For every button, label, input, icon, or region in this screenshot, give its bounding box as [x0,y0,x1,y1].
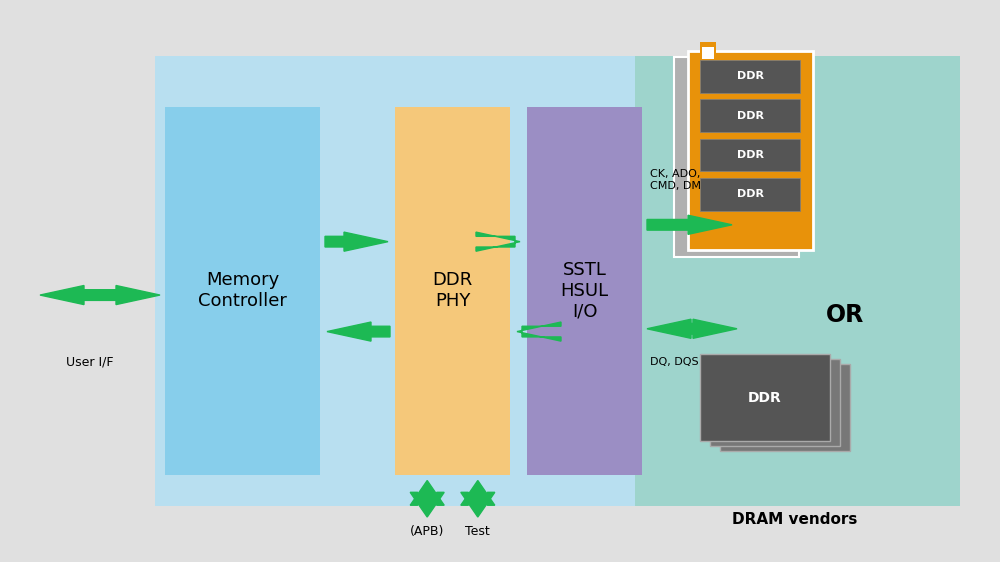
FancyArrow shape [461,481,495,505]
Bar [155,56,680,506]
Bar [702,47,714,59]
FancyArrow shape [517,322,561,341]
FancyArrow shape [647,215,732,234]
Bar [674,57,799,257]
Bar [710,359,840,446]
Text: DDR: DDR [748,391,782,405]
Text: SSTL
HSUL
I/O: SSTL HSUL I/O [560,261,609,321]
FancyArrow shape [410,481,444,505]
Text: User I/F: User I/F [66,356,114,369]
FancyArrow shape [410,492,444,517]
Text: DDR: DDR [737,150,764,160]
Bar [165,107,320,475]
Bar [700,178,800,211]
FancyArrow shape [692,319,737,338]
FancyArrow shape [100,285,160,305]
Text: CK, ADO,
CMD, DM: CK, ADO, CMD, DM [650,169,701,191]
Bar [700,139,800,171]
Text: DRAM vendors: DRAM vendors [732,513,858,527]
FancyArrow shape [325,232,388,251]
Bar [700,42,716,60]
Bar [720,364,850,451]
Text: Memory
Controller: Memory Controller [198,271,287,310]
FancyArrow shape [327,322,390,341]
FancyArrow shape [647,319,692,338]
Text: DDR
PHY: DDR PHY [432,271,473,310]
FancyArrow shape [476,232,520,251]
FancyArrow shape [40,285,100,305]
Text: DDR: DDR [737,71,764,81]
Text: Test: Test [465,524,490,538]
Bar [395,107,510,475]
Bar [527,107,642,475]
Bar [700,60,800,93]
Text: (APB): (APB) [410,524,444,538]
Bar [635,56,960,506]
Text: DQ, DQS: DQ, DQS [650,357,699,368]
Bar [700,99,800,132]
Text: DDR: DDR [737,189,764,200]
Bar [700,354,830,441]
FancyArrow shape [461,492,495,517]
Text: DDR: DDR [737,111,764,121]
Text: OR: OR [826,303,864,327]
Bar [688,51,813,250]
